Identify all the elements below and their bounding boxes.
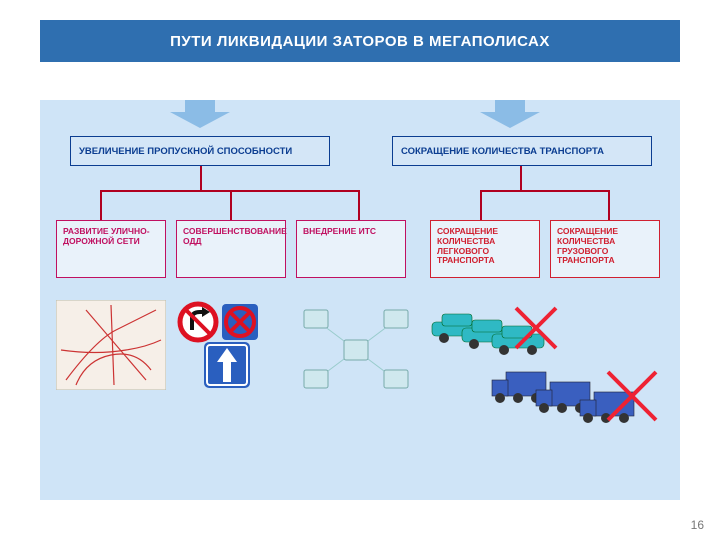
category-box-reduce: СОКРАЩЕНИЕ КОЛИЧЕСТВА ТРАНСПОРТА: [392, 136, 652, 166]
city-map-icon: [56, 300, 166, 390]
connector: [230, 190, 232, 220]
trucks-reduced-icon: [488, 360, 668, 440]
down-arrow-icon: [170, 100, 230, 128]
road-signs-icon: [176, 300, 286, 390]
slide: ПУТИ ЛИКВИДАЦИИ ЗАТОРОВ В МЕГАПОЛИСАХ УВ…: [0, 0, 720, 540]
sub-box-label: СОКРАЩЕНИЕ КОЛИЧЕСТВА ЛЕГКОВОГО ТРАНСПОР…: [437, 226, 498, 265]
sub-box-label: ВНЕДРЕНИЕ ИТС: [303, 226, 376, 236]
category-label: СОКРАЩЕНИЕ КОЛИЧЕСТВА ТРАНСПОРТА: [401, 146, 604, 157]
title-bar: ПУТИ ЛИКВИДАЦИИ ЗАТОРОВ В МЕГАПОЛИСАХ: [40, 20, 680, 62]
sub-box: СОКРАЩЕНИЕ КОЛИЧЕСТВА ЛЕГКОВОГО ТРАНСПОР…: [430, 220, 540, 278]
down-arrow-icon: [480, 100, 540, 128]
its-network-icon: [296, 300, 416, 400]
category-label: УВЕЛИЧЕНИЕ ПРОПУСКНОЙ СПОСОБНОСТИ: [79, 146, 292, 157]
category-box-capacity: УВЕЛИЧЕНИЕ ПРОПУСКНОЙ СПОСОБНОСТИ: [70, 136, 330, 166]
title-text: ПУТИ ЛИКВИДАЦИИ ЗАТОРОВ В МЕГАПОЛИСАХ: [170, 33, 550, 50]
cars-reduced-icon: [428, 300, 568, 360]
page-number: 16: [691, 518, 704, 532]
sub-box-label: СОКРАЩЕНИЕ КОЛИЧЕСТВА ГРУЗОВОГО ТРАНСПОР…: [557, 226, 618, 265]
sub-box-label: РАЗВИТИЕ УЛИЧНО-ДОРОЖНОЙ СЕТИ: [63, 226, 150, 246]
sub-box: СОВЕРШЕНСТВОВАНИЕ ОДД: [176, 220, 286, 278]
sub-box: ВНЕДРЕНИЕ ИТС: [296, 220, 406, 278]
connector: [480, 190, 610, 192]
diagram-panel: УВЕЛИЧЕНИЕ ПРОПУСКНОЙ СПОСОБНОСТИ СОКРАЩ…: [40, 100, 680, 500]
connector: [100, 190, 102, 220]
connector: [608, 190, 610, 220]
sub-box-label: СОВЕРШЕНСТВОВАНИЕ ОДД: [183, 226, 287, 246]
illustration-row: [40, 300, 680, 420]
sub-box: РАЗВИТИЕ УЛИЧНО-ДОРОЖНОЙ СЕТИ: [56, 220, 166, 278]
connector: [358, 190, 360, 220]
sub-box: СОКРАЩЕНИЕ КОЛИЧЕСТВА ГРУЗОВОГО ТРАНСПОР…: [550, 220, 660, 278]
connector: [520, 166, 522, 190]
connector: [200, 166, 202, 190]
connector: [480, 190, 482, 220]
